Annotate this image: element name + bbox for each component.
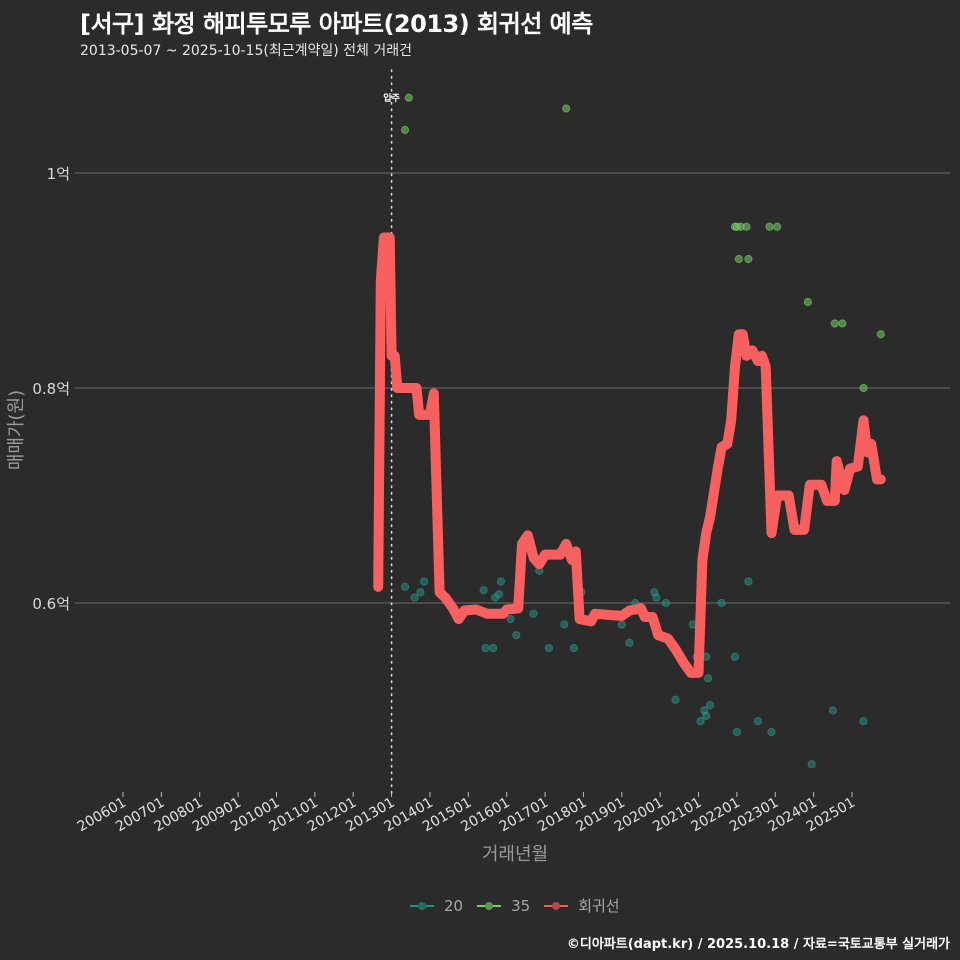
data-point-35: [859, 383, 868, 393]
source-caption: ©디아파트(dapt.kr) / 2025.10.18 / 자료=국토교통부 실…: [566, 937, 950, 952]
data-point-20: [807, 760, 816, 769]
data-point-35: [734, 254, 743, 264]
legend-item-35[interactable]: 35: [477, 897, 530, 915]
legend-item-regression[interactable]: 회귀선: [544, 895, 620, 916]
chart-legend: 20 35 회귀선: [410, 895, 626, 916]
data-point-20: [400, 582, 410, 591]
data-point-20: [560, 620, 569, 629]
chart-subtitle: 2013-05-07 ~ 2025-10-15(최근계약일) 전체 거래건: [80, 43, 412, 59]
data-point-20: [617, 620, 626, 629]
data-point-20: [512, 631, 521, 640]
data-point-20: [569, 644, 578, 653]
data-point-20: [481, 644, 490, 653]
data-point-20: [828, 706, 837, 715]
data-point-20: [744, 577, 753, 586]
data-point-20: [420, 577, 429, 586]
data-point-20: [529, 609, 538, 618]
data-point-20: [717, 598, 726, 608]
data-point-35: [400, 125, 410, 135]
legend-label-regression: 회귀선: [578, 897, 620, 915]
x-axis-ticks: 2006012007012008012009012010012011012012…: [75, 792, 858, 835]
data-point-35: [773, 222, 782, 231]
data-point-20: [489, 644, 498, 653]
scatter-series-20: [400, 566, 868, 769]
chart-title: [서구] 화정 해피투모루 아파트(2013) 회귀선 예측: [80, 10, 593, 38]
data-point-20: [753, 717, 763, 726]
move-in-marker: 입주: [383, 69, 400, 798]
scatter-series-35: [400, 93, 885, 393]
data-point-20: [705, 701, 715, 710]
data-point-20: [652, 593, 661, 602]
data-point-20: [410, 593, 419, 602]
data-point-35: [744, 254, 753, 264]
y-gridlines: [75, 172, 950, 604]
data-point-20: [702, 711, 711, 720]
data-point-20: [730, 652, 740, 661]
data-point-35: [803, 297, 813, 307]
regression-path: [373, 232, 886, 678]
data-point-20: [661, 598, 671, 608]
data-point-20: [696, 717, 705, 726]
data-point-20: [494, 590, 504, 599]
data-point-20: [544, 644, 554, 653]
y-axis-ticks: 0.6억 0.8억 1억: [32, 165, 70, 613]
regression-line: [373, 232, 886, 678]
x-axis-label: 거래년월: [482, 844, 548, 865]
data-point-20: [767, 727, 776, 737]
y-tick-label: 0.6억: [32, 595, 70, 613]
y-axis-label: 매매가(원): [6, 390, 27, 470]
data-point-20: [704, 674, 713, 683]
data-point-35: [830, 319, 839, 328]
legend-key-regression-icon: [544, 899, 569, 913]
data-point-35: [742, 222, 751, 231]
data-point-20: [625, 638, 634, 647]
data-point-20: [416, 588, 425, 597]
data-point-35: [404, 93, 413, 102]
legend-label-20: 20: [444, 896, 464, 915]
data-point-20: [496, 577, 506, 586]
legend-label-35: 35: [511, 896, 531, 915]
data-point-20: [479, 586, 488, 595]
data-point-20: [506, 615, 515, 624]
data-point-20: [859, 717, 868, 726]
legend-key-20-icon: [410, 899, 434, 913]
y-tick-label: 0.8억: [32, 380, 70, 398]
data-point-35: [876, 330, 885, 339]
legend-item-20[interactable]: 20: [410, 897, 463, 915]
y-tick-label: 1억: [47, 165, 70, 183]
data-point-20: [671, 695, 680, 704]
data-point-20: [732, 727, 742, 737]
data-point-35: [562, 104, 571, 113]
move-in-label: 입주: [383, 92, 400, 104]
legend-key-35-icon: [477, 899, 502, 913]
data-point-35: [765, 222, 774, 231]
data-point-35: [838, 319, 847, 328]
